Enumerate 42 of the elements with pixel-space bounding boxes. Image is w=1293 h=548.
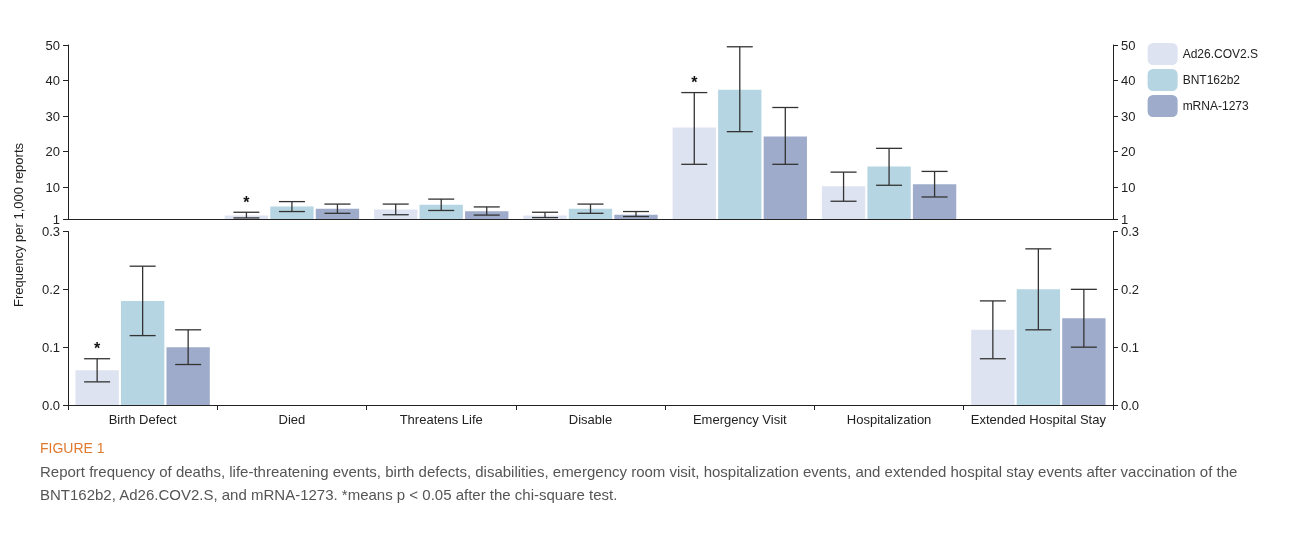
y-tick-label: 1 bbox=[52, 211, 60, 227]
bar bbox=[120, 300, 165, 405]
bar bbox=[166, 347, 210, 405]
legend-label: mRNA-1273 bbox=[1182, 99, 1249, 113]
bar bbox=[971, 329, 1015, 405]
data-label: * bbox=[691, 74, 699, 92]
legend-label: Ad26.COV2.S bbox=[1182, 47, 1258, 61]
caption: FIGURE 1 bbox=[40, 440, 106, 456]
y-tick-label: 50 bbox=[45, 37, 60, 53]
y-tick-label: 0.1 bbox=[41, 339, 60, 355]
y2-tick-label: 10 bbox=[1121, 179, 1136, 195]
data-label: * bbox=[243, 193, 251, 211]
y2-tick-label: 0.2 bbox=[1121, 281, 1140, 297]
data-label: * bbox=[94, 340, 102, 358]
legend-label: BNT162b2 bbox=[1182, 73, 1241, 87]
bar bbox=[1062, 318, 1106, 405]
x-tick-label: Threatens Life bbox=[399, 412, 483, 427]
x-tick-label: Hospitalization bbox=[846, 412, 932, 427]
y2-tick-label: 0.0 bbox=[1121, 397, 1140, 413]
y2-tick-label: 0.1 bbox=[1121, 339, 1140, 355]
y-tick-label: 30 bbox=[45, 108, 60, 124]
y-tick-label: 10 bbox=[45, 179, 60, 195]
y-tick-label: 0.0 bbox=[41, 397, 60, 413]
y-tick-label: 40 bbox=[45, 73, 60, 89]
y-tick-label: 20 bbox=[45, 144, 60, 160]
x-tick-label: Extended Hospital Stay bbox=[970, 412, 1107, 427]
y-axis-title: Frequency per 1,000 reports bbox=[10, 142, 26, 308]
y-tick-label: 0.2 bbox=[41, 281, 60, 297]
y-tick-label: 0.3 bbox=[41, 224, 60, 239]
text: Report frequency of deaths, life-threatening events, birth defects, disabilities, emergency room visit, hospitalization events, and extended hospital stay events after vaccination of the BNT162b2, Ad26.COV2.S, and mRNA-1273. *means p < 0.05 after the chi-square test. bbox=[40, 462, 1239, 505]
x-tick-label: Emergency Visit bbox=[692, 412, 788, 427]
bar bbox=[75, 370, 119, 405]
x-tick-label: Disable bbox=[568, 412, 613, 427]
y2-tick-label: 20 bbox=[1121, 144, 1136, 160]
x-tick-label: Birth Defect bbox=[108, 412, 177, 427]
bar bbox=[1016, 289, 1061, 405]
y2-tick-label: 0.3 bbox=[1121, 224, 1140, 239]
y2-tick-label: 30 bbox=[1121, 108, 1136, 124]
y2-tick-label: 50 bbox=[1121, 37, 1136, 53]
y2-tick-label: 1 bbox=[1121, 211, 1129, 227]
x-tick-label: Died bbox=[278, 412, 306, 427]
y2-tick-label: 40 bbox=[1121, 73, 1136, 89]
